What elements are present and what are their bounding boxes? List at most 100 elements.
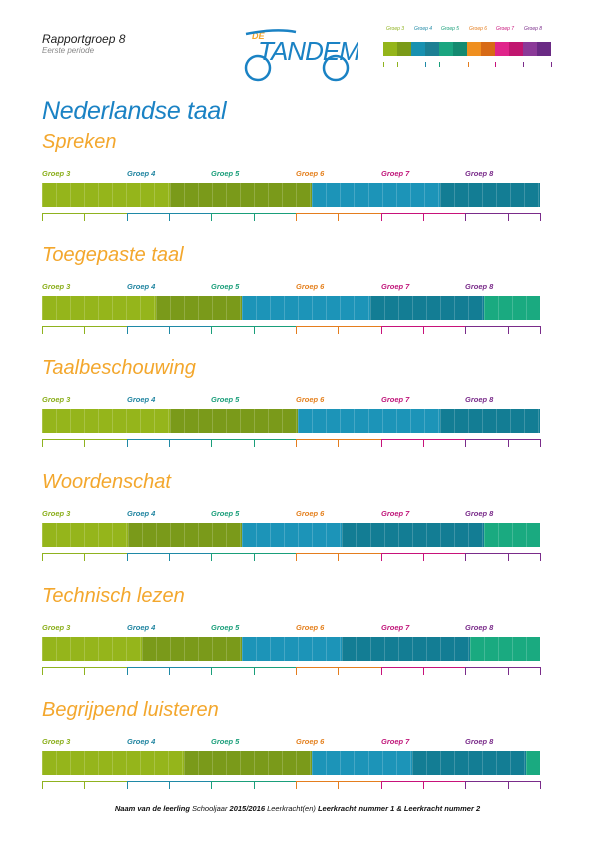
group-labels: Groep 3 Groep 4 Groep 5 Groep 6 Groep 7 Groep… <box>42 282 542 294</box>
subject-title: Woordenschat <box>42 471 171 493</box>
axis-tick <box>508 781 509 789</box>
progress-segment <box>142 637 242 661</box>
subject-title: Taalbeschouwing <box>42 357 196 379</box>
legend-swatch <box>425 42 439 56</box>
progress-segment <box>42 296 156 320</box>
group-axis <box>42 781 541 791</box>
axis-segment <box>211 553 296 554</box>
axis-segment <box>211 213 296 214</box>
footer-teachers-label: Leerkracht(en) <box>267 804 316 813</box>
footer-student-name: Naam van de leerling <box>114 804 190 813</box>
axis-tick <box>211 781 212 789</box>
group-labels: Groep 3 Groep 4 Groep 5 Groep 6 Groep 7 Groep… <box>42 623 542 635</box>
axis-tick <box>127 553 128 561</box>
axis-tick <box>465 439 466 447</box>
group-label: Groep 6 <box>296 282 325 291</box>
group-label: Groep 8 <box>465 623 494 632</box>
legend-label: Groep 5 <box>441 26 460 32</box>
header-subtitle: Eerste periode <box>42 46 95 55</box>
legend-swatch <box>481 42 495 56</box>
progress-segment <box>298 409 440 433</box>
axis-segment <box>465 667 540 668</box>
group-label: Groep 3 <box>42 623 71 632</box>
axis-tick <box>169 326 170 334</box>
axis-tick <box>84 781 85 789</box>
axis-tick <box>540 326 541 334</box>
axis-tick <box>169 213 170 221</box>
subject-title: Begrijpend luisteren <box>42 699 219 721</box>
group-label: Groep 6 <box>296 395 325 404</box>
legend: Groep 3 Groep 4 Groep 5 Groep 6 Groep 7 Groep… <box>383 26 553 76</box>
group-label: Groep 4 <box>127 737 156 746</box>
axis-tick <box>338 213 339 221</box>
legend-tick <box>551 62 552 67</box>
progress-segment <box>156 296 242 320</box>
school-logo: DE TANDEM <box>236 20 362 86</box>
progress-segment <box>440 183 540 207</box>
progress-segment <box>128 523 242 547</box>
axis-tick <box>338 439 339 447</box>
axis-segment <box>211 781 296 782</box>
axis-tick <box>338 667 339 675</box>
group-label: Groep 8 <box>465 737 494 746</box>
legend-label: Groep 7 <box>496 26 515 32</box>
progress-segment <box>42 751 184 775</box>
progress-bar <box>42 523 540 547</box>
group-labels: Groep 3 Groep 4 Groep 5 Groep 6 Groep 7 Groep… <box>42 395 542 407</box>
legend-tick <box>383 62 384 67</box>
subject-section: Begrijpend luisteren Groep 3 Groep 4 Groep … <box>42 699 542 809</box>
axis-tick <box>296 781 297 789</box>
axis-tick <box>381 553 382 561</box>
legend-swatch <box>537 42 551 56</box>
axis-tick <box>423 213 424 221</box>
axis-tick <box>296 326 297 334</box>
axis-tick <box>465 326 466 334</box>
progress-segment <box>484 523 540 547</box>
axis-tick <box>296 667 297 675</box>
legend-tick <box>495 62 496 67</box>
axis-tick <box>127 213 128 221</box>
progress-bar <box>42 296 540 320</box>
group-label: Groep 4 <box>127 169 156 178</box>
axis-tick <box>540 439 541 447</box>
axis-tick <box>127 667 128 675</box>
legend-label: Groep 8 <box>524 26 543 32</box>
legend-swatch <box>397 42 411 56</box>
progress-segment <box>242 637 342 661</box>
footer-schoolyear: 2015/2016 <box>229 804 265 813</box>
legend-swatch <box>509 42 523 56</box>
axis-tick <box>338 553 339 561</box>
progress-segment <box>42 409 170 433</box>
axis-tick <box>84 326 85 334</box>
group-label: Groep 4 <box>127 623 156 632</box>
legend-tick <box>425 62 426 67</box>
legend-ticks <box>383 62 553 68</box>
legend-swatch <box>495 42 509 56</box>
axis-tick <box>465 213 466 221</box>
axis-tick <box>127 781 128 789</box>
footer-teachers: Leerkracht nummer 1 & Leerkracht nummer … <box>317 804 481 813</box>
axis-tick <box>169 553 170 561</box>
group-label: Groep 3 <box>42 395 71 404</box>
subject-title: Toegepaste taal <box>42 244 184 266</box>
axis-tick <box>423 553 424 561</box>
progress-segment <box>342 523 484 547</box>
legend-tick <box>397 62 398 67</box>
group-label: Groep 5 <box>211 509 240 518</box>
group-label: Groep 7 <box>381 169 410 178</box>
group-axis <box>42 553 541 563</box>
group-label: Groep 5 <box>211 737 240 746</box>
axis-tick <box>423 781 424 789</box>
group-label: Groep 8 <box>465 509 494 518</box>
group-label: Groep 6 <box>296 509 325 518</box>
legend-label: Groep 4 <box>414 26 433 32</box>
group-label: Groep 3 <box>42 282 71 291</box>
group-labels: Groep 3 Groep 4 Groep 5 Groep 6 Groep 7 Groep… <box>42 737 542 749</box>
legend-label: Groep 3 <box>386 26 405 32</box>
axis-segment <box>211 439 296 440</box>
group-label: Groep 8 <box>465 395 494 404</box>
legend-tick <box>439 62 440 67</box>
axis-tick <box>508 326 509 334</box>
group-label: Groep 4 <box>127 395 156 404</box>
legend-swatch <box>467 42 481 56</box>
